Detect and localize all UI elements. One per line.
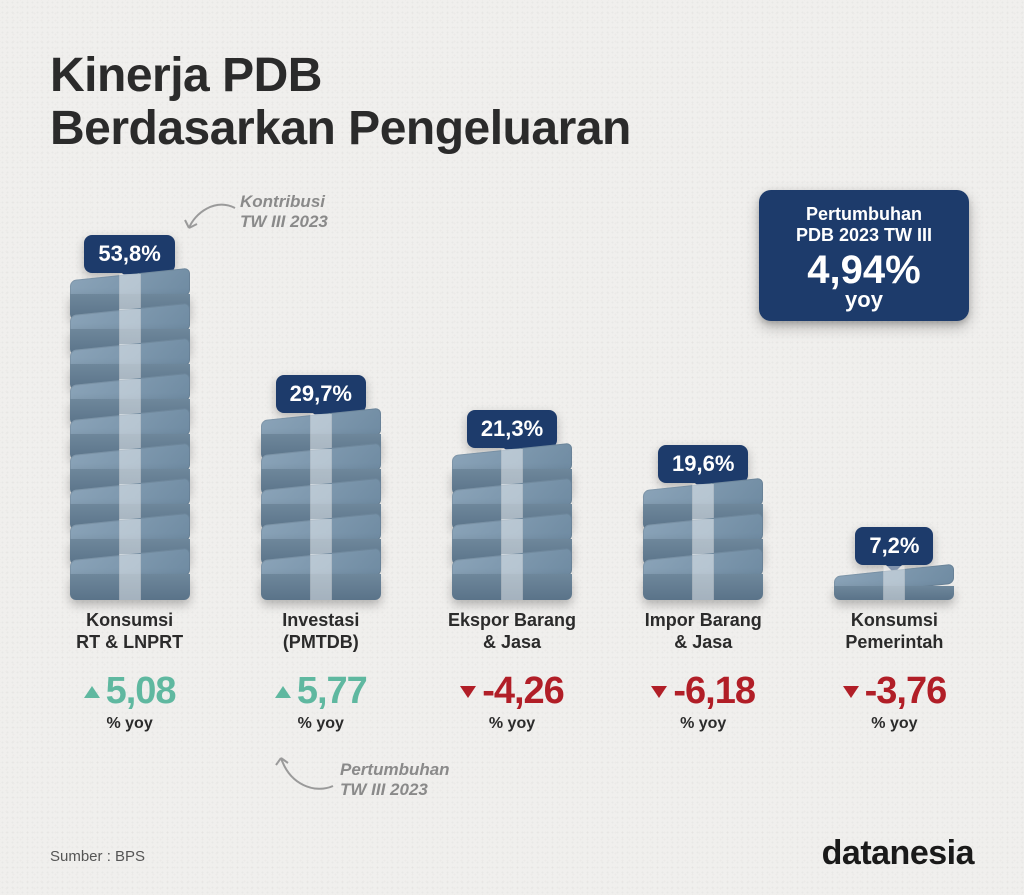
arrow-down-icon [651,686,667,698]
yoy-unit: % yoy [241,715,400,733]
growth-value: 5,77 [241,670,400,713]
money-stack [452,460,572,600]
contribution-badge: 19,6% [658,445,748,483]
chart-column: 7,2% [815,527,974,600]
growth-value: -3,76 [815,670,974,713]
title-line-1: Kinerja PDB [50,49,322,102]
title-line-2: Berdasarkan Pengeluaran [50,102,631,155]
yoy-unit: % yoy [624,715,783,733]
category-labels-row: KonsumsiRT & LNPRT5,08% yoyInvestasi(PMT… [50,610,974,733]
contribution-badge: 21,3% [467,410,557,448]
contribution-badge: 53,8% [84,235,174,273]
contribution-badge: 7,2% [855,527,933,565]
arrow-up-icon [84,686,100,698]
contribution-chart: 53,8% 29,7% 21,3% 19,6% 7,2% [50,180,974,600]
brand-logo: datanesia [822,834,974,873]
category-label: Ekspor Barang& Jasa -4,26 % yoy [432,610,591,733]
category-label: Investasi(PMTDB) 5,77 % yoy [241,610,400,733]
category-label: Impor Barang& Jasa -6,18 % yoy [624,610,783,733]
category-label: KonsumsiRT & LNPRT 5,08 % yoy [50,610,209,733]
chart-column: 19,6% [624,445,783,600]
chart-column: 21,3% [432,410,591,600]
arrow-down-icon [843,686,859,698]
growth-value: 5,08 [50,670,209,713]
money-stack [70,285,190,600]
category-label: KonsumsiPemerintah -3,76 % yoy [815,610,974,733]
money-stack [834,577,954,600]
contribution-badge: 29,7% [276,375,366,413]
yoy-unit: % yoy [432,715,591,733]
category-name: Ekspor Barang& Jasa [432,610,591,654]
category-name: KonsumsiRT & LNPRT [50,610,209,654]
arrow-down-icon [460,686,476,698]
annotation-contribution: KontribusiTW III 2023 [240,192,328,231]
yoy-unit: % yoy [50,715,209,733]
money-stack [643,495,763,600]
chart-column: 53,8% [50,235,209,600]
source-label: Sumber : BPS [50,848,145,865]
category-name: Impor Barang& Jasa [624,610,783,654]
money-stack [261,425,381,600]
growth-value: -4,26 [432,670,591,713]
arrow-up-icon [275,686,291,698]
chart-column: 29,7% [241,375,400,600]
category-name: Investasi(PMTDB) [241,610,400,654]
category-name: KonsumsiPemerintah [815,610,974,654]
yoy-unit: % yoy [815,715,974,733]
page-title: Kinerja PDB Berdasarkan Pengeluaran [50,50,974,156]
growth-value: -6,18 [624,670,783,713]
annotation-growth: PertumbuhanTW III 2023 [340,760,450,799]
